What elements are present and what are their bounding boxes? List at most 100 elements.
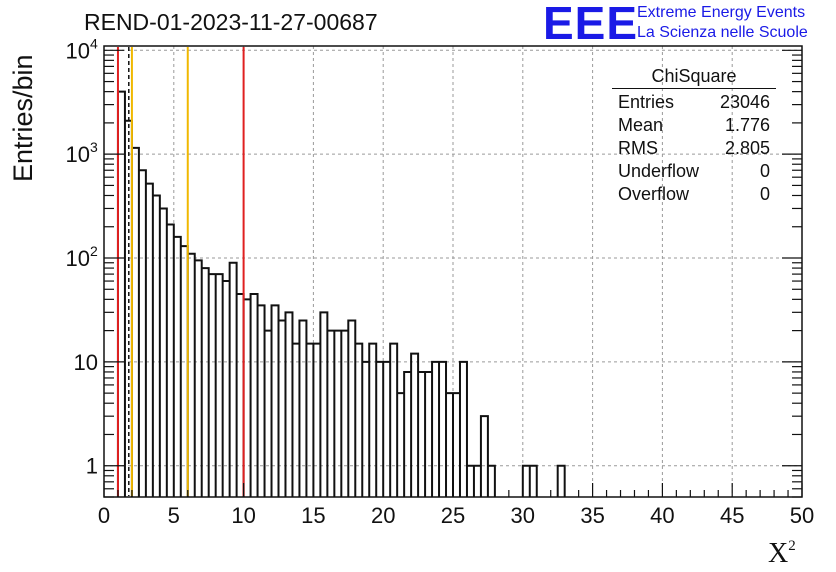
histogram-bin — [404, 372, 411, 497]
stats-row-underflow: Underflow 0 — [612, 160, 776, 183]
stats-value: 2.805 — [724, 138, 770, 158]
histogram-bin — [348, 321, 355, 497]
x-tick-label: 35 — [580, 503, 604, 528]
histogram-bin — [558, 466, 565, 497]
stats-value: 0 — [759, 161, 770, 181]
reference-lines — [116, 47, 245, 496]
chart-title: REND-01-2023-11-27-00687 — [84, 9, 378, 35]
histogram-bin — [418, 372, 425, 497]
stats-label: Entries — [618, 92, 675, 112]
y-tick-label: 10 — [74, 350, 98, 375]
x-tick-label: 20 — [371, 503, 395, 528]
histogram-bin — [488, 466, 495, 497]
histogram-bin — [181, 246, 188, 497]
histogram-outline — [116, 90, 566, 497]
stats-row-entries: Entries 23046 — [612, 91, 776, 114]
y-tick-label: 10 — [66, 246, 90, 271]
histogram-bin — [523, 466, 530, 497]
x-tick-label: 30 — [511, 503, 535, 528]
histogram-series — [116, 90, 566, 497]
histogram-bin — [411, 354, 418, 497]
histogram-bin — [460, 362, 467, 497]
y-tick-label-sup: 3 — [90, 139, 98, 155]
histogram-bin — [425, 372, 432, 497]
eee-logo: EEE — [543, 0, 639, 49]
histogram-bin — [265, 331, 272, 497]
y-axis-label: Entries/bin — [8, 54, 38, 182]
histogram-bin — [195, 260, 202, 497]
histogram-bin — [285, 312, 292, 497]
histogram-bin — [299, 321, 306, 497]
stats-label: RMS — [618, 138, 658, 158]
brand-line-2: La Scienza nelle Scuole — [637, 24, 808, 41]
x-axis-label-text: X — [768, 538, 789, 569]
histogram-bin — [202, 268, 209, 497]
histogram-bin — [334, 331, 341, 497]
histogram-bin — [467, 466, 474, 497]
histogram-bin — [327, 331, 334, 497]
x-tick-label: 5 — [168, 503, 180, 528]
x-tick-label: 0 — [98, 503, 110, 528]
stats-box: ChiSquare Entries 23046 Mean 1.776 RMS 2.80… — [612, 66, 776, 206]
histogram-bin — [209, 274, 216, 497]
histogram-bin — [237, 294, 244, 497]
stats-label: Underflow — [618, 161, 700, 181]
y-tick-label-sup: 4 — [90, 35, 98, 51]
y-tick-label: 1 — [86, 454, 98, 479]
stats-label: Mean — [618, 115, 664, 135]
histogram-bin — [118, 92, 125, 497]
x-tick-label: 50 — [790, 503, 814, 528]
histogram-bin — [132, 148, 139, 497]
histogram-bin — [160, 208, 167, 497]
axis-ticks — [103, 49, 803, 498]
histogram-bin — [146, 184, 153, 497]
histogram-bin — [355, 344, 362, 497]
histogram-bin — [390, 344, 397, 497]
x-axis-label-sup: 2 — [788, 537, 796, 554]
histogram-bin — [306, 344, 313, 497]
x-tick-label: 10 — [231, 503, 255, 528]
x-tick-label: 45 — [720, 503, 744, 528]
histogram-bin — [153, 195, 160, 497]
histogram-bin — [167, 225, 174, 497]
stats-title: ChiSquare — [612, 66, 776, 89]
histogram-bin — [397, 393, 404, 497]
y-tick-label: 10 — [66, 38, 90, 63]
stats-row-rms: RMS 2.805 — [612, 137, 776, 160]
histogram-bin — [474, 466, 481, 497]
histogram-bin — [446, 393, 453, 497]
histogram-bin — [376, 362, 383, 497]
histogram-bin — [313, 344, 320, 497]
y-tick-label: 10 — [66, 142, 90, 167]
stats-row-overflow: Overflow 0 — [612, 183, 776, 206]
histogram-bin — [251, 294, 258, 497]
histogram-bin — [530, 466, 537, 497]
x-tick-label: 40 — [650, 503, 674, 528]
histogram-bin — [320, 312, 327, 497]
histogram-bin — [258, 305, 265, 497]
histogram-bin — [432, 362, 439, 497]
stats-value: 23046 — [719, 92, 770, 112]
x-tick-label: 25 — [441, 503, 465, 528]
histogram-bin — [139, 170, 146, 497]
stats-row-mean: Mean 1.776 — [612, 114, 776, 137]
x-tick-label: 15 — [301, 503, 325, 528]
stats-value: 1.776 — [724, 115, 770, 135]
histogram-bin — [272, 305, 279, 497]
histogram-bin — [341, 331, 348, 497]
histogram-bin — [230, 263, 237, 497]
histogram-bin — [453, 393, 460, 497]
histogram-bin — [216, 274, 223, 497]
histogram-bin — [292, 344, 299, 497]
histogram-bin — [383, 362, 390, 497]
stats-label: Overflow — [618, 184, 690, 204]
brand-line-1: Extreme Energy Events — [637, 4, 806, 21]
histogram-bin — [481, 416, 488, 497]
histogram-bin — [362, 362, 369, 497]
histogram-bin — [174, 237, 181, 497]
stats-value: 0 — [759, 184, 770, 204]
histogram-bin — [244, 299, 251, 497]
histogram-bin — [279, 321, 286, 497]
